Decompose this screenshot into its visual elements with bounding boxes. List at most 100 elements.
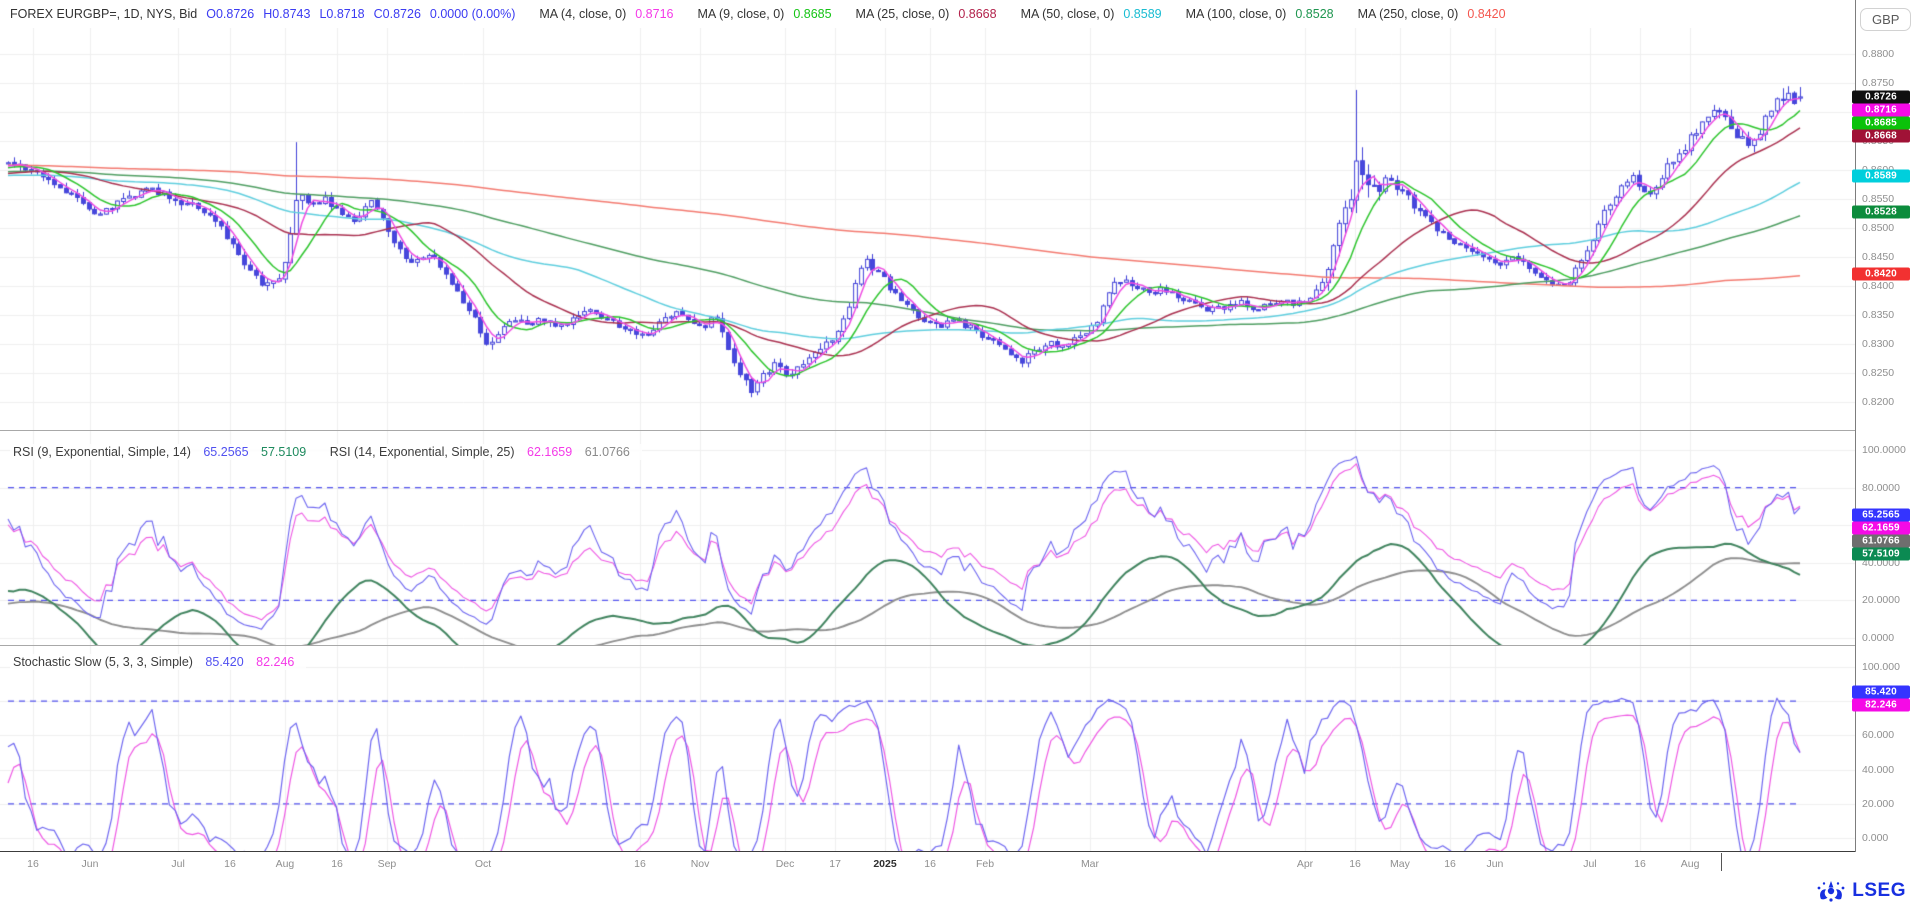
- time-axis-label[interactable]: Aug: [275, 858, 295, 870]
- rsi-pane-title: RSI (9, Exponential, Simple, 14) 65.2565…: [10, 444, 642, 460]
- time-axis-label[interactable]: 16: [224, 858, 236, 870]
- stoch-d-value: 82.246: [256, 655, 295, 669]
- rsi9-value: 65.2565: [203, 445, 249, 459]
- time-axis-label[interactable]: 16: [331, 858, 343, 870]
- rsi9-label: RSI (9, Exponential, Simple, 14): [13, 445, 191, 459]
- time-axis-label[interactable]: May: [1390, 858, 1410, 870]
- time-axis-label[interactable]: 17: [829, 858, 841, 870]
- time-axis-label[interactable]: 2025: [873, 858, 897, 870]
- time-axis-label[interactable]: Dec: [775, 858, 795, 870]
- value-badge: 0.8726: [1852, 90, 1910, 104]
- time-axis-label[interactable]: Sep: [377, 858, 397, 870]
- rsi9-signal-value: 57.5109: [261, 445, 307, 459]
- value-badge: 0.8589: [1852, 169, 1910, 183]
- ma250-legend-label: MA (250, close, 0): [1357, 7, 1459, 21]
- rsi-pane-canvas[interactable]: [0, 430, 1855, 645]
- time-axis-label[interactable]: 16: [1444, 858, 1456, 870]
- axis-tick-label: 20.000: [1862, 797, 1895, 810]
- axis-tick-label: 100.0000: [1862, 444, 1906, 456]
- quote-open: O0.8726: [206, 7, 255, 21]
- price-pane-canvas[interactable]: [0, 28, 1855, 430]
- axis-tick-label: 0.0000: [1862, 632, 1895, 644]
- ma9-legend-value: 0.8685: [793, 7, 832, 21]
- axis-tick-label: 0.8550: [1862, 193, 1895, 205]
- axis-tick-label: 100.000: [1862, 661, 1900, 673]
- time-axis-label[interactable]: Apr: [1296, 858, 1314, 870]
- time-axis-label[interactable]: Jun: [81, 858, 99, 870]
- axis-tick-label: 0.000: [1862, 832, 1889, 844]
- value-badge: 0.8668: [1852, 129, 1910, 143]
- time-axis-label[interactable]: 16: [924, 858, 936, 870]
- time-axis-label[interactable]: Feb: [975, 858, 995, 870]
- value-badge: 82.246: [1852, 698, 1910, 712]
- time-axis-label[interactable]: 16: [27, 858, 39, 870]
- time-axis-label[interactable]: 16: [1349, 858, 1361, 870]
- time-axis-label[interactable]: 16: [1634, 858, 1646, 870]
- time-axis[interactable]: 16 Jun Jul 16 Aug 16 Sep Oct 16 Nov Dec 17 2025 16 Feb…: [0, 852, 1916, 879]
- brand-wordmark: LSEG: [1852, 880, 1906, 901]
- session-end-marker: [1720, 853, 1722, 871]
- currency-badge: GBP: [1860, 8, 1912, 31]
- value-badge: 0.8685: [1852, 116, 1910, 130]
- rsi14-label: RSI (14, Exponential, Simple, 25): [329, 445, 515, 459]
- time-axis-label[interactable]: Jul: [171, 858, 185, 870]
- time-axis-label[interactable]: Aug: [1680, 858, 1700, 870]
- rsi14-value: 62.1659: [527, 445, 573, 459]
- ma250-legend-value: 0.8420: [1467, 7, 1506, 21]
- axis-tick-label: 0.8200: [1862, 396, 1895, 408]
- stoch-pane-canvas[interactable]: [0, 645, 1855, 852]
- time-axis-label[interactable]: Jun: [1486, 858, 1504, 870]
- axis-tick-label: 40.000: [1862, 763, 1895, 776]
- time-axis-label[interactable]: Mar: [1080, 858, 1100, 870]
- quote-high: H0.8743: [263, 7, 311, 21]
- quote-close: C0.8726: [373, 7, 421, 21]
- ma50-legend-value: 0.8589: [1123, 7, 1162, 21]
- stoch-k-value: 85.420: [205, 655, 244, 669]
- value-badge: 0.8528: [1852, 205, 1910, 219]
- stoch-pane-title: Stochastic Slow (5, 3, 3, Simple) 85.420…: [10, 654, 307, 670]
- ma50-legend-label: MA (50, close, 0): [1020, 7, 1115, 21]
- axis-tick-label: 20.0000: [1862, 594, 1900, 607]
- time-axis-label[interactable]: Nov: [690, 858, 710, 870]
- ma100-legend-label: MA (100, close, 0): [1185, 7, 1287, 21]
- quote-change: 0.0000 (0.00%): [429, 7, 516, 21]
- footer-bar: LSEG: [0, 878, 1916, 905]
- value-badge: 0.8420: [1852, 267, 1910, 281]
- brand-lockup: LSEG: [1816, 880, 1906, 902]
- axis-tick-label: 0.8250: [1862, 367, 1895, 379]
- axis-tick-label: 0.8300: [1862, 338, 1895, 350]
- axis-tick-label: 0.8750: [1862, 77, 1895, 89]
- ma4-legend-value: 0.8716: [635, 7, 674, 21]
- value-badge: 0.8716: [1852, 103, 1910, 117]
- axis-tick-label: 0.8500: [1862, 222, 1895, 234]
- axis-tick-label: 0.8400: [1862, 280, 1895, 292]
- ma4-legend-label: MA (4, close, 0): [539, 7, 627, 21]
- instrument-title: FOREX EURGBP=, 1D, NYS, Bid: [10, 7, 198, 21]
- rsi14-signal-value: 61.0766: [584, 445, 630, 459]
- value-badge: 62.1659: [1852, 521, 1910, 535]
- ma100-legend-value: 0.8528: [1295, 7, 1334, 21]
- value-axis-gutter[interactable]: GBP 0.88000.87500.86500.86000.85500.8500…: [1852, 0, 1916, 852]
- value-badge: 57.5109: [1852, 547, 1910, 561]
- ma25-legend-label: MA (25, close, 0): [855, 7, 950, 21]
- time-axis-label[interactable]: 16: [634, 858, 646, 870]
- ma9-legend-label: MA (9, close, 0): [697, 7, 785, 21]
- axis-tick-label: 0.8350: [1862, 309, 1895, 321]
- axis-tick-label: 80.0000: [1862, 481, 1900, 494]
- lseg-emblem-icon: [1817, 881, 1845, 902]
- stoch-label: Stochastic Slow (5, 3, 3, Simple): [13, 655, 193, 669]
- value-badge: 61.0766: [1852, 534, 1910, 548]
- axis-tick-label: 60.000: [1862, 729, 1895, 742]
- time-axis-label[interactable]: Jul: [1583, 858, 1597, 870]
- value-badge: 65.2565: [1852, 508, 1910, 522]
- value-badge: 85.420: [1852, 685, 1910, 699]
- chart-legend-bar: FOREX EURGBP=, 1D, NYS, Bid O0.8726 H0.8…: [0, 0, 1865, 28]
- axis-tick-label: 0.8800: [1862, 48, 1895, 60]
- axis-tick-label: 0.8450: [1862, 251, 1895, 263]
- time-axis-label[interactable]: Oct: [474, 858, 492, 870]
- quote-low: L0.8718: [319, 7, 365, 21]
- price-rsi-divider[interactable]: [0, 430, 1855, 431]
- rsi-stoch-divider[interactable]: [0, 645, 1855, 646]
- ma25-legend-value: 0.8668: [958, 7, 997, 21]
